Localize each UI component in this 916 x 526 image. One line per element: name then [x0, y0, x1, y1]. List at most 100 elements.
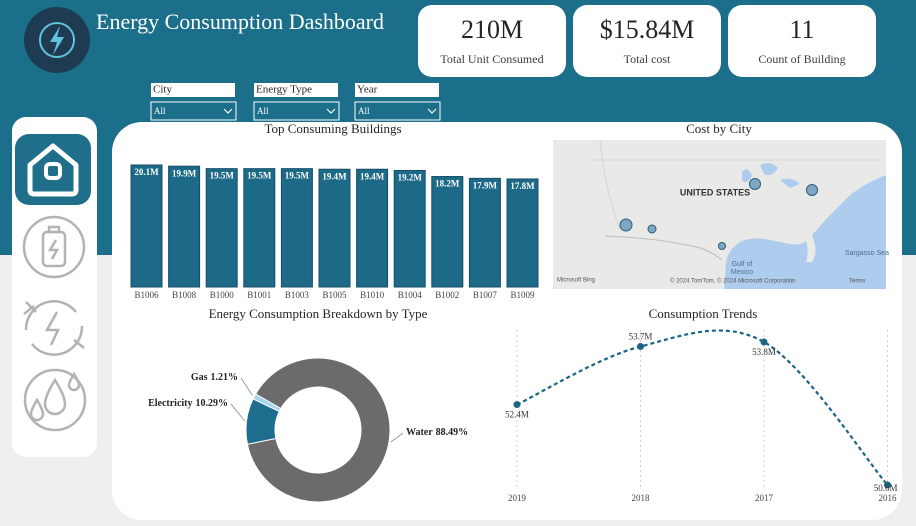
slice-value: 1.21%	[211, 372, 239, 383]
map-label: UNITED STATES	[680, 187, 750, 197]
slice-category: Water	[406, 427, 433, 438]
charts: Top Consuming Buildings 20.1M B1006 19.9M B1…	[130, 121, 898, 503]
dropdown-box[interactable]	[253, 101, 340, 121]
bar[interactable]	[356, 168, 389, 288]
map-attribution: Microsoft Bing © 2024 TomTom, © 2024 Mic…	[557, 278, 865, 285]
bar-value-label: 19.2M	[398, 173, 423, 183]
bar-value-label: 19.9M	[172, 168, 197, 178]
bar[interactable]	[243, 168, 276, 288]
trend-point[interactable]	[884, 481, 891, 489]
chart-title: Energy Consumption Breakdown by Type	[209, 306, 428, 321]
donut-slice[interactable]	[246, 357, 391, 503]
x-tick-label: B1010	[360, 290, 385, 300]
trend-line	[516, 329, 889, 486]
chart-title: Consumption Trends	[649, 306, 758, 321]
nav-home[interactable]	[15, 134, 91, 205]
point-label: 52.4M	[505, 410, 529, 420]
x-tick-label: 2018	[632, 493, 651, 503]
kpi-card	[418, 5, 566, 77]
filter-label-box	[355, 83, 439, 97]
slice-value: 10.29%	[196, 398, 229, 409]
bar[interactable]	[506, 178, 539, 288]
bar-value-label: 17.8M	[510, 181, 535, 191]
bar[interactable]	[393, 169, 426, 288]
map-label: Sargasso Sea	[845, 250, 889, 257]
dropdown-value[interactable]: All	[257, 106, 269, 116]
point-label: 53.7M	[629, 332, 653, 342]
filter-label-box	[254, 83, 338, 97]
bar[interactable]	[205, 168, 238, 288]
bar[interactable]	[431, 176, 464, 288]
x-tick-label: 2016	[879, 493, 898, 503]
nav-renewable[interactable]	[23, 300, 85, 356]
bar[interactable]	[468, 177, 501, 288]
dropdown-value[interactable]: All	[154, 106, 166, 116]
dropdown-arrow[interactable]	[427, 108, 437, 114]
filter-dropdown[interactable]: All	[253, 101, 340, 121]
map-attribution: Microsoft Bing	[557, 278, 595, 284]
kpi-card	[728, 5, 876, 77]
bar-value-label: 17.9M	[473, 180, 498, 190]
bar[interactable]	[130, 164, 163, 288]
kpi-label: Total Unit Consumed	[440, 52, 543, 66]
bar-value-label: 19.5M	[285, 171, 310, 181]
slice-category: Gas	[191, 372, 208, 383]
map-title: Cost by City	[686, 121, 752, 136]
map-label: Gulf of	[732, 261, 753, 268]
nav-battery[interactable]	[22, 215, 86, 279]
filter-dropdown[interactable]: All	[150, 101, 237, 121]
kpi-value: 210M	[461, 15, 523, 44]
point-label: 53.8M	[752, 347, 776, 357]
filter-label: City	[153, 84, 172, 96]
slice-label: Water 88.49%	[406, 427, 468, 438]
slice-label: Electricity 10.29%	[148, 398, 228, 409]
x-tick-label: B1006	[134, 290, 159, 300]
dashboard-title: Energy Consumption Dashboard	[96, 9, 384, 34]
trend-point[interactable]	[513, 401, 521, 409]
bar-value-label: 19.4M	[360, 171, 385, 181]
leader-line	[240, 377, 253, 396]
chart-title: Top Consuming Buildings	[264, 121, 401, 136]
bar[interactable]	[280, 168, 313, 288]
x-tick-label: B1008	[172, 290, 197, 300]
bar-value-label: 19.5M	[247, 171, 272, 181]
map[interactable]	[553, 140, 886, 289]
dropdown-arrow[interactable]	[326, 108, 336, 114]
bar[interactable]	[318, 168, 351, 288]
bar-value-label: 19.4M	[322, 171, 347, 181]
bar-value-label: 19.5M	[210, 171, 235, 181]
kpi-card	[573, 5, 721, 77]
kpi-label: Count of Building	[758, 52, 845, 66]
dropdown-box[interactable]	[354, 101, 441, 121]
filters: City All Energy Type All Year All	[150, 83, 441, 121]
nav-water[interactable]	[23, 368, 87, 432]
filter-label: Year	[357, 84, 378, 96]
kpi-label: Total cost	[624, 52, 671, 66]
trend-point[interactable]	[637, 342, 644, 350]
x-tick-label: B1003	[285, 290, 310, 300]
dropdown-box[interactable]	[150, 101, 237, 121]
kpi-cards: 210M Total Unit Consumed $15.84M Total cost…	[418, 5, 876, 77]
x-tick-label: B1004	[398, 290, 423, 300]
bar-value-label: 20.1M	[134, 167, 159, 177]
map-label: Mexico	[731, 269, 753, 276]
slice-category: Electricity	[148, 398, 192, 409]
donut-slice[interactable]	[252, 393, 282, 413]
filter-dropdown[interactable]: All	[354, 101, 441, 121]
trend-point[interactable]	[760, 338, 768, 346]
map-attribution[interactable]: Terms	[849, 279, 865, 285]
filter-label-box	[151, 83, 235, 97]
slice-value: 88.49%	[436, 427, 469, 438]
dropdown-arrow[interactable]	[223, 108, 233, 114]
x-tick-label: B1001	[247, 290, 271, 300]
slice-label: Gas 1.21%	[191, 372, 238, 383]
dropdown-value[interactable]: All	[358, 106, 370, 116]
point-label: 50.6M	[874, 483, 898, 493]
x-tick-label: 2017	[755, 493, 774, 503]
bar[interactable]	[168, 165, 201, 288]
map-attribution: © 2024 TomTom, © 2024 Microsoft Corporat…	[670, 278, 795, 285]
x-tick-label: B1007	[473, 290, 498, 300]
kpi-value: $15.84M	[600, 15, 695, 44]
logo-bolt	[50, 26, 64, 55]
